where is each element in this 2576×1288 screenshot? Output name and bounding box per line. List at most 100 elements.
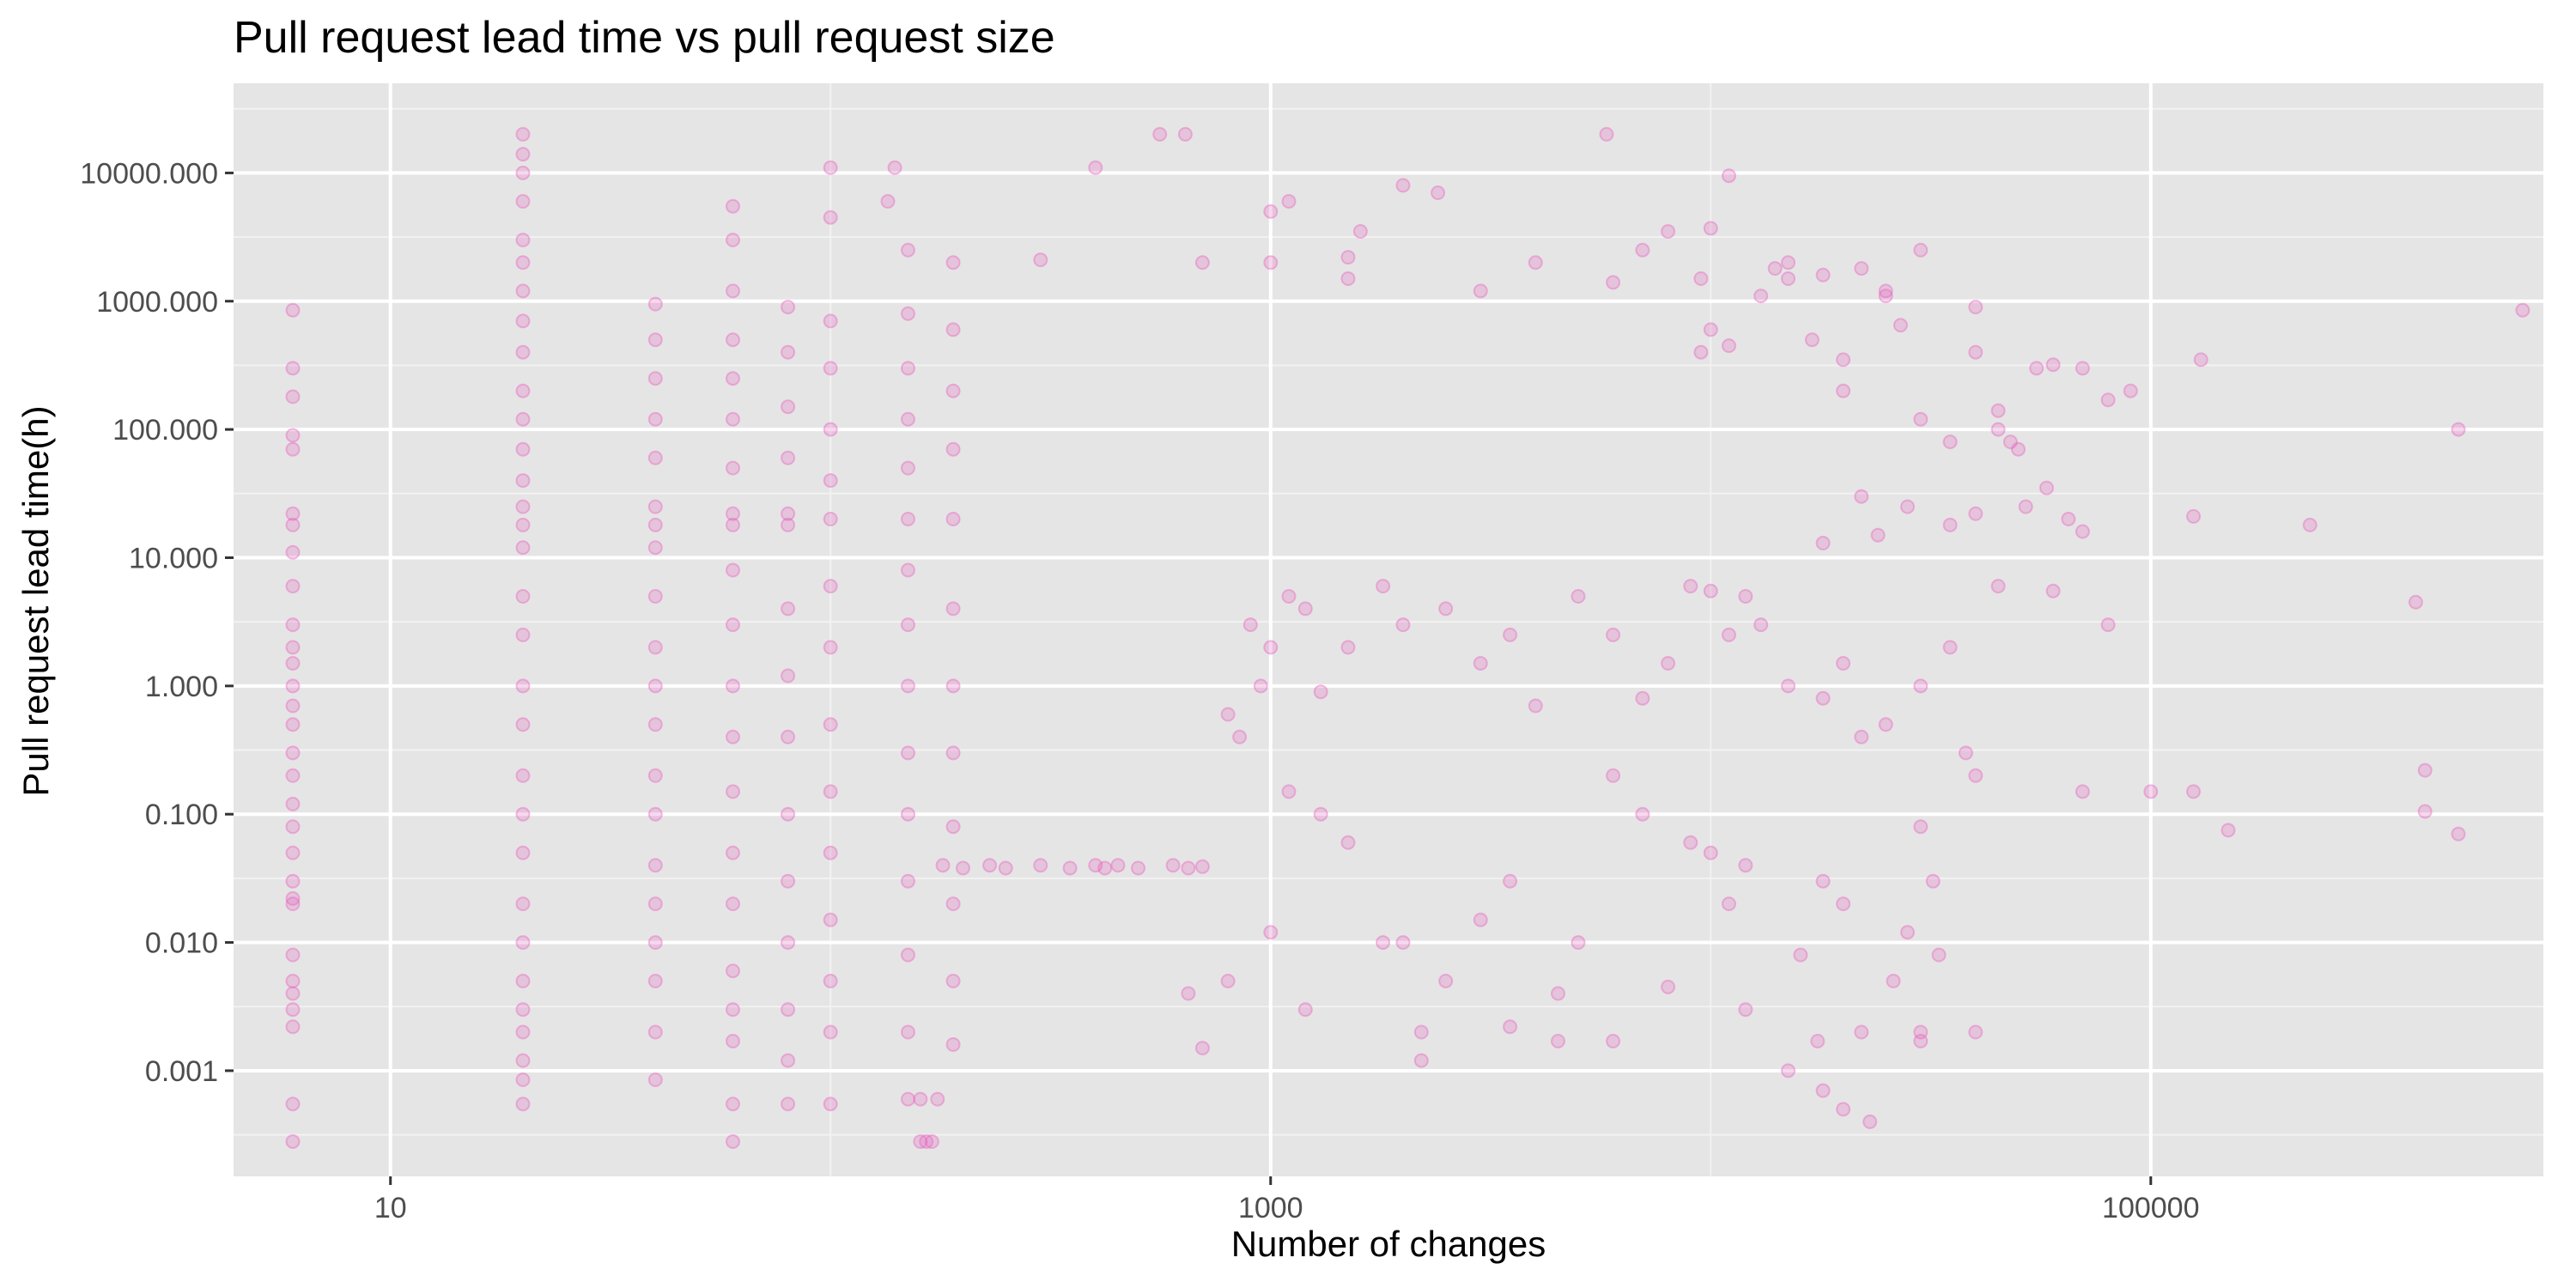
data-point [726, 679, 739, 692]
data-point [1342, 836, 1355, 849]
data-point [517, 847, 530, 860]
data-point [1704, 585, 1717, 598]
data-point [1034, 859, 1047, 872]
data-point [726, 1035, 739, 1048]
data-point [287, 546, 300, 559]
data-point [2047, 358, 2060, 371]
data-point [517, 897, 530, 910]
data-point [1196, 1042, 1209, 1054]
data-point [287, 769, 300, 782]
data-point [1112, 859, 1125, 872]
data-point [1722, 897, 1735, 910]
data-point [781, 1097, 794, 1110]
data-point [824, 785, 837, 798]
data-point [882, 195, 895, 208]
data-point [287, 987, 300, 1000]
data-point [726, 618, 739, 631]
data-point [947, 1038, 960, 1051]
data-point [1264, 641, 1277, 653]
data-point [824, 847, 837, 860]
data-point [287, 679, 300, 692]
data-point [781, 731, 794, 744]
data-point [947, 746, 960, 759]
data-point [1342, 251, 1355, 264]
data-point [999, 862, 1012, 875]
data-point [1817, 537, 1830, 550]
data-point [824, 314, 837, 327]
data-point [726, 564, 739, 577]
data-point [287, 1003, 300, 1016]
data-point [517, 346, 530, 359]
data-point [649, 1073, 662, 1086]
data-point [957, 862, 969, 875]
data-point [287, 391, 300, 404]
data-point [1572, 590, 1585, 603]
data-point [649, 975, 662, 987]
data-point [517, 474, 530, 487]
data-point [517, 718, 530, 731]
data-point [1722, 339, 1735, 352]
data-point [517, 1003, 530, 1016]
data-point [1196, 256, 1209, 269]
data-point [1636, 244, 1649, 257]
data-point [649, 1026, 662, 1039]
data-point [1855, 490, 1868, 503]
data-point [1283, 590, 1296, 603]
data-point [517, 167, 530, 179]
y-axis-label: Pull request lead time(h) [15, 405, 57, 796]
chart-title: Pull request lead time vs pull request s… [234, 12, 1055, 64]
data-point [1944, 435, 1957, 448]
data-point [1969, 769, 1982, 782]
data-point [287, 641, 300, 653]
data-point [1283, 785, 1296, 798]
data-point [287, 847, 300, 860]
data-point [1397, 179, 1410, 191]
y-tick-label: 10.000 [129, 542, 218, 574]
data-point [824, 474, 837, 487]
data-point [1342, 641, 1355, 653]
data-point [1855, 1026, 1868, 1039]
x-tick-label: 1000 [1238, 1192, 1303, 1224]
data-point [781, 400, 794, 413]
data-point [517, 590, 530, 603]
data-point [1704, 323, 1717, 336]
data-point [1299, 602, 1312, 615]
data-point [2187, 510, 2200, 523]
data-point [902, 513, 914, 526]
data-point [726, 284, 739, 297]
data-point [1969, 507, 1982, 520]
data-point [726, 964, 739, 977]
data-point [726, 333, 739, 346]
data-point [1722, 169, 1735, 182]
plot-panel [234, 83, 2543, 1176]
data-point [2047, 585, 2060, 598]
data-point [1969, 301, 1982, 313]
data-point [726, 462, 739, 475]
data-point [517, 936, 530, 949]
data-point [1376, 580, 1389, 592]
data-point [1694, 346, 1707, 359]
data-point [902, 244, 914, 257]
data-point [517, 314, 530, 327]
data-point [726, 519, 739, 532]
data-point [2304, 519, 2317, 532]
data-point [1739, 590, 1752, 603]
data-point [1315, 808, 1327, 821]
data-point [947, 897, 960, 910]
data-point [1415, 1026, 1428, 1039]
data-point [1315, 685, 1327, 698]
data-point [1552, 1035, 1564, 1048]
data-point [1914, 1035, 1927, 1048]
data-point [902, 808, 914, 821]
data-point [1992, 580, 2005, 592]
data-point [649, 372, 662, 385]
data-point [947, 975, 960, 987]
data-point [1089, 161, 1102, 174]
data-point [926, 1135, 939, 1148]
data-point [2187, 785, 2200, 798]
data-point [1837, 657, 1850, 670]
data-point [824, 211, 837, 224]
data-point [1196, 860, 1209, 873]
data-point [517, 519, 530, 532]
data-point [1739, 859, 1752, 872]
